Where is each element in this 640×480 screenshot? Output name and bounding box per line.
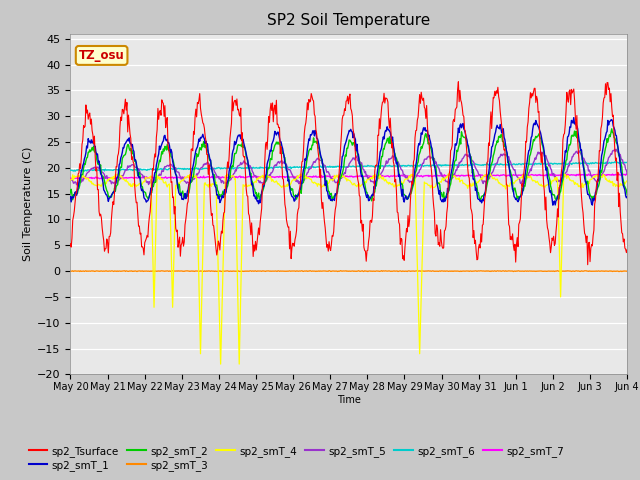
Title: SP2 Soil Temperature: SP2 Soil Temperature <box>267 13 431 28</box>
Text: TZ_osu: TZ_osu <box>79 49 125 62</box>
Y-axis label: Soil Temperature (C): Soil Temperature (C) <box>23 147 33 261</box>
Legend: sp2_Tsurface, sp2_smT_1, sp2_smT_2, sp2_smT_3, sp2_smT_4, sp2_smT_5, sp2_smT_6, : sp2_Tsurface, sp2_smT_1, sp2_smT_2, sp2_… <box>24 442 568 475</box>
X-axis label: Time: Time <box>337 395 361 405</box>
